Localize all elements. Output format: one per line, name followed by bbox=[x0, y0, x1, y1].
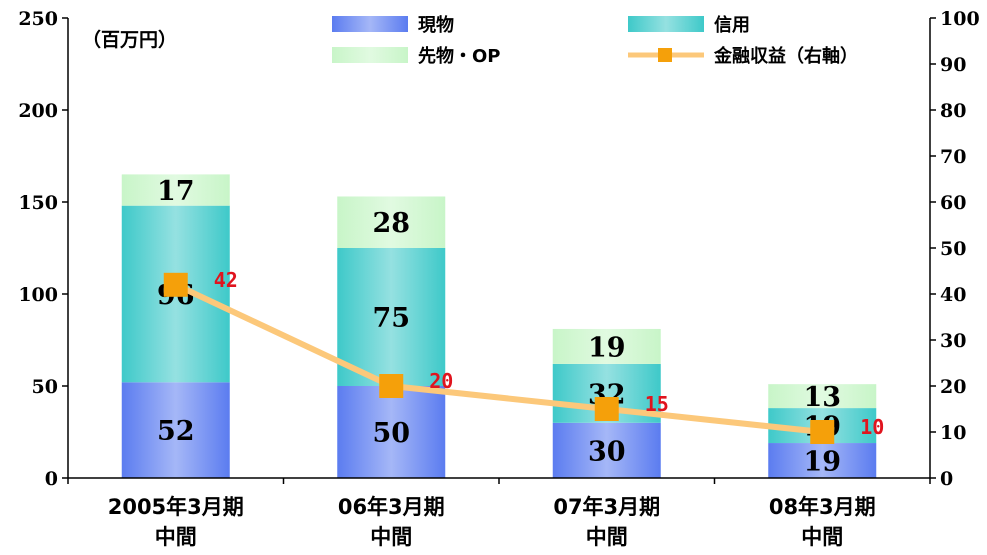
right-tick-label: 60 bbox=[940, 192, 966, 214]
left-tick-label: 200 bbox=[18, 100, 58, 122]
data-label: 19 bbox=[588, 332, 626, 363]
right-tick-label: 70 bbox=[940, 146, 966, 168]
bar-segment bbox=[337, 196, 446, 248]
legend-swatch bbox=[628, 16, 704, 32]
data-label: 75 bbox=[372, 303, 410, 334]
data-label: 28 bbox=[372, 208, 410, 239]
unit-label: （百万円） bbox=[82, 28, 177, 51]
legend-swatch bbox=[332, 16, 408, 32]
right-tick-label: 80 bbox=[940, 100, 966, 122]
legend-label: 金融収益（右軸） bbox=[713, 45, 858, 67]
bars-layer: 529617507528303219191913 bbox=[121, 174, 877, 478]
line-layer: 42 20 15 10 bbox=[163, 268, 884, 444]
legend-item: 現物 bbox=[332, 14, 454, 36]
left-tick-label: 50 bbox=[32, 376, 58, 398]
legend-item: 金融収益（右軸） bbox=[628, 45, 858, 67]
left-tick-label: 100 bbox=[18, 284, 58, 306]
bar-segment bbox=[768, 443, 877, 478]
left-tick-label: 150 bbox=[18, 192, 58, 214]
axes-layer: 0501001502002500102030405060708090100200… bbox=[18, 8, 979, 549]
right-tick-label: 90 bbox=[940, 54, 966, 76]
data-label: 52 bbox=[157, 416, 195, 447]
x-tick-label: 2005年3月期 bbox=[108, 495, 244, 519]
left-tick-label: 0 bbox=[45, 468, 58, 490]
legend-marker bbox=[658, 48, 672, 62]
legend-label: 現物 bbox=[418, 14, 454, 36]
right-tick-label: 100 bbox=[940, 8, 980, 30]
legend-label: 先物・OP bbox=[418, 45, 501, 67]
right-tick-label: 40 bbox=[940, 284, 966, 306]
right-tick-label: 0 bbox=[940, 468, 953, 490]
x-tick-label: 06年3月期 bbox=[338, 495, 445, 519]
line-data-label: 42 bbox=[214, 268, 238, 292]
x-tick-label: 08年3月期 bbox=[769, 495, 876, 519]
legend-label: 信用 bbox=[714, 14, 750, 36]
bar-segment bbox=[768, 384, 877, 409]
line-series bbox=[174, 282, 823, 435]
legend-swatch bbox=[332, 47, 408, 63]
bar-segment bbox=[121, 174, 230, 206]
x-tick-label: 中間 bbox=[370, 525, 412, 549]
right-tick-label: 50 bbox=[940, 238, 966, 260]
line-data-label: 15 bbox=[645, 392, 669, 416]
line-data-label: 10 bbox=[860, 415, 884, 439]
x-tick-label: 07年3月期 bbox=[553, 495, 660, 519]
bar-segment bbox=[337, 248, 446, 386]
data-label: 17 bbox=[157, 176, 195, 207]
right-tick-label: 30 bbox=[940, 330, 966, 352]
line-marker bbox=[594, 397, 619, 421]
x-tick-label: 中間 bbox=[586, 525, 628, 549]
line-marker bbox=[379, 374, 404, 398]
data-label: 13 bbox=[803, 382, 841, 413]
legend-item: 先物・OP bbox=[332, 45, 501, 67]
data-label: 30 bbox=[588, 436, 626, 467]
left-tick-label: 250 bbox=[18, 8, 58, 30]
bar-segment bbox=[552, 328, 661, 364]
right-tick-label: 20 bbox=[940, 376, 966, 398]
line-data-label: 20 bbox=[429, 369, 453, 393]
bar-segment bbox=[552, 422, 661, 478]
x-tick-label: 中間 bbox=[801, 525, 843, 549]
line-marker bbox=[163, 272, 188, 297]
data-label: 50 bbox=[372, 418, 410, 449]
x-tick-label: 中間 bbox=[155, 525, 197, 549]
bar-segment bbox=[337, 386, 446, 478]
line-marker bbox=[810, 420, 835, 444]
right-tick-label: 10 bbox=[940, 422, 966, 444]
bar-segment bbox=[121, 382, 230, 478]
data-label: 19 bbox=[803, 447, 841, 478]
legend-item: 信用 bbox=[628, 14, 750, 36]
